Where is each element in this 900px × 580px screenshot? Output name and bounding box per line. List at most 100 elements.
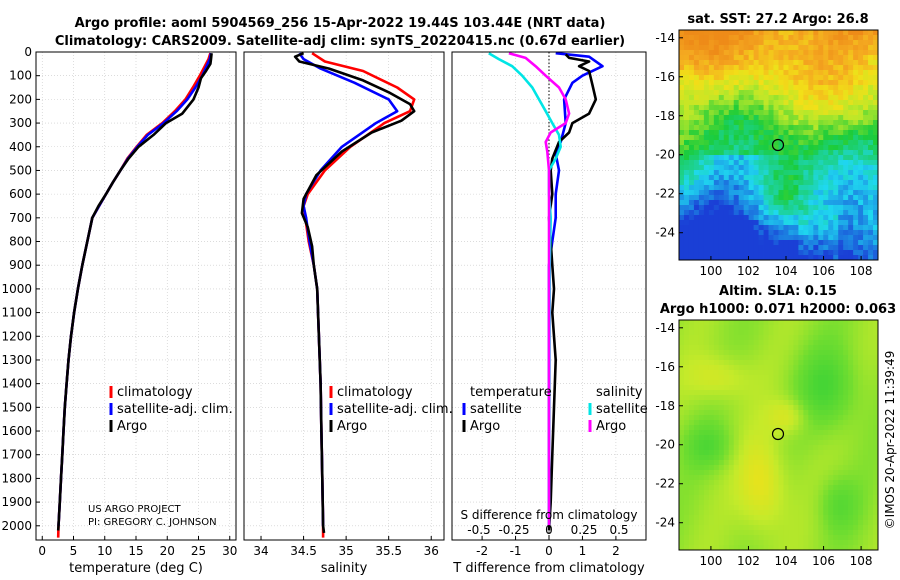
map-cell — [703, 405, 710, 411]
map-cell — [863, 85, 869, 91]
map-cell — [708, 380, 715, 386]
map-cell — [768, 145, 774, 151]
map-cell — [813, 325, 819, 331]
map-cell — [693, 110, 700, 116]
map-cell — [688, 415, 695, 421]
map-cell — [778, 75, 784, 81]
map-cell — [858, 445, 864, 451]
map-cell — [778, 250, 784, 256]
map-cell — [758, 100, 764, 106]
map-cell — [773, 155, 779, 161]
map-cell — [743, 525, 750, 531]
map-cell — [728, 225, 735, 231]
map-cell — [773, 175, 779, 181]
map-cell — [753, 520, 760, 526]
map-cell — [723, 50, 730, 56]
map-cell — [713, 545, 720, 551]
map-cell — [748, 535, 755, 541]
map-cell — [828, 235, 834, 241]
map-cell — [788, 500, 794, 506]
map-cell — [808, 155, 814, 161]
map-cell — [838, 50, 844, 56]
map-cell — [803, 215, 809, 221]
map-cell — [853, 40, 859, 46]
map-cell — [738, 220, 745, 226]
map-cell — [708, 105, 715, 111]
map-cell — [738, 115, 745, 121]
map-cell — [758, 235, 764, 241]
map-cell — [743, 425, 750, 431]
map-cell — [763, 115, 769, 121]
map-cell — [713, 395, 720, 401]
map-cell — [843, 540, 849, 546]
map-cell — [868, 340, 874, 346]
map-cell — [828, 455, 834, 461]
map-cell — [679, 220, 685, 226]
map-cell — [708, 325, 715, 331]
map-cell — [743, 210, 750, 216]
map-cell — [798, 80, 804, 86]
map-cell — [798, 505, 804, 511]
map-cell — [768, 55, 774, 61]
map-cell — [728, 195, 735, 201]
map-cell — [833, 535, 839, 541]
map-cell — [728, 415, 735, 421]
map-cell — [743, 215, 750, 221]
map-cell — [823, 425, 829, 431]
map-cell — [728, 525, 735, 531]
map-cell — [873, 110, 879, 116]
map-cell — [793, 325, 799, 331]
map-cell — [718, 440, 725, 446]
map-cell — [768, 90, 774, 96]
map-cell — [818, 180, 824, 186]
map-cell — [743, 235, 750, 241]
map-cell — [818, 410, 824, 416]
map-cell — [823, 65, 829, 71]
map-cell — [833, 500, 839, 506]
map-cell — [798, 410, 804, 416]
map-cell — [703, 140, 710, 146]
map-cell — [768, 120, 774, 126]
map-cell — [743, 540, 750, 546]
map-cell — [778, 395, 784, 401]
map-cell — [693, 370, 700, 376]
map-cell — [728, 475, 735, 481]
map-cell — [838, 350, 844, 356]
map-cell — [858, 325, 864, 331]
map-cell — [833, 540, 839, 546]
map-cell — [793, 130, 799, 136]
map-cell — [713, 475, 720, 481]
map-cell — [803, 400, 809, 406]
map-cell — [768, 450, 774, 456]
map-cell — [873, 360, 879, 366]
map-cell — [738, 40, 745, 46]
map-cell — [763, 390, 769, 396]
map-cell — [803, 455, 809, 461]
map-cell — [753, 135, 760, 141]
map-cell — [783, 100, 789, 106]
map-cell — [698, 255, 705, 261]
map-cell — [679, 165, 685, 171]
map-cell — [728, 420, 735, 426]
map-cell — [808, 215, 814, 221]
map-cell — [778, 330, 784, 336]
map-cell — [679, 370, 685, 376]
map-cell — [838, 525, 844, 531]
map-cell — [833, 490, 839, 496]
map-cell — [838, 210, 844, 216]
map-cell — [803, 140, 809, 146]
map-cell — [688, 225, 695, 231]
map-cell — [853, 370, 859, 376]
map-cell — [733, 135, 740, 141]
map-cell — [713, 165, 720, 171]
map-cell — [843, 210, 849, 216]
map-cell — [843, 130, 849, 136]
map-cell — [813, 320, 819, 326]
map-cell — [863, 160, 869, 166]
x-tick-label: 102 — [737, 554, 760, 568]
map-cell — [803, 525, 809, 531]
map-cell — [848, 35, 854, 41]
map-cell — [683, 40, 690, 46]
map-cell — [718, 90, 725, 96]
map-cell — [763, 255, 769, 261]
